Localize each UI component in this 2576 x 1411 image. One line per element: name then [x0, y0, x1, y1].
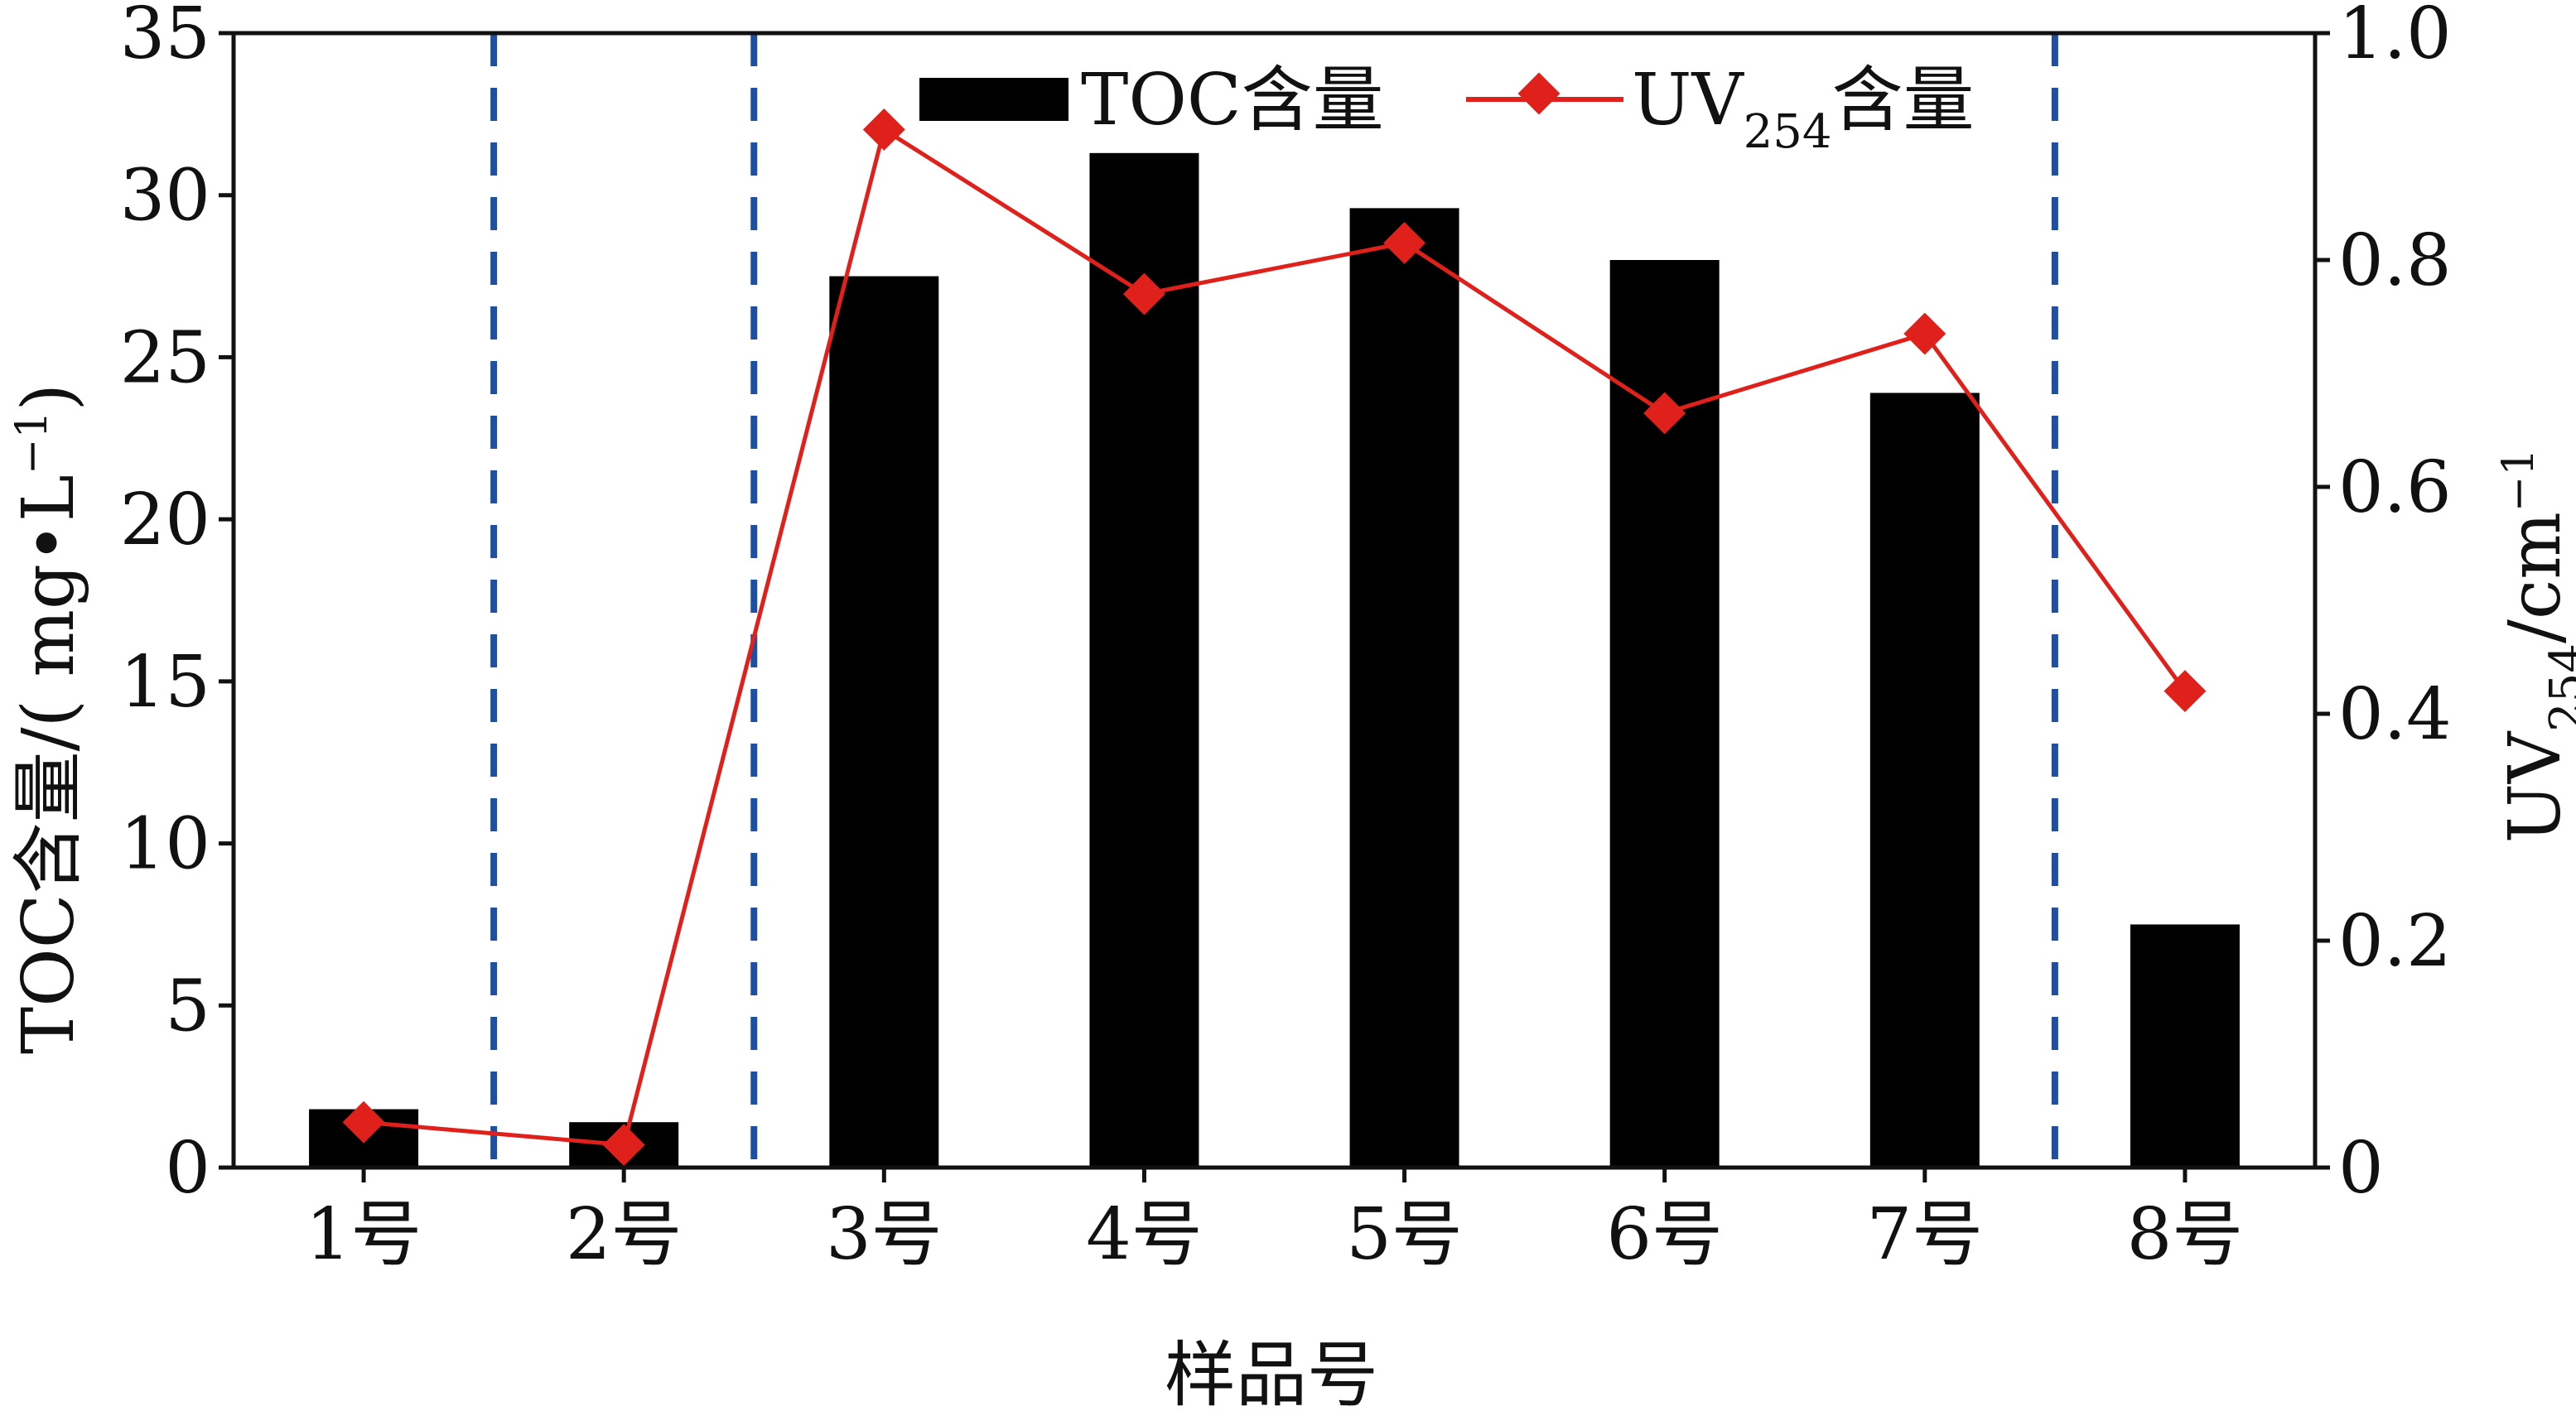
- y-axis-right-title: UV254/cm−1: [2494, 449, 2576, 844]
- uv254-point-3: [862, 108, 905, 151]
- y-right-tick-label-1.0: 1.0: [2338, 0, 2452, 75]
- x-tick-label-7: 7号: [1866, 1193, 1983, 1276]
- toc-bars: [309, 152, 2240, 1168]
- y-right-tick-label-0.6: 0.6: [2338, 446, 2452, 529]
- y-right-tick-label-0.8: 0.8: [2338, 219, 2452, 302]
- y-right-tick-label-0.2: 0.2: [2338, 900, 2452, 983]
- uv254-point-4: [1122, 272, 1165, 315]
- y-axis-left-title: TOC含量/( mg•L−1): [7, 383, 90, 1054]
- axis-ticks: 0 5 10 15 20 25 30 35 0 0.2 0.4 0.6 0.8 1.0 1号 2号 3号 4号 5号…: [120, 0, 2452, 1276]
- legend-line-marker: [1517, 72, 1561, 115]
- x-tick-label-5: 5号: [1346, 1193, 1463, 1276]
- uv254-point-1: [342, 1100, 385, 1144]
- legend: TOC含量 UV254含量: [919, 59, 1974, 159]
- y-left-tick-label-35: 35: [120, 0, 210, 75]
- uv254-point-5: [1383, 221, 1426, 264]
- x-axis-title: 样品号: [1165, 1334, 1378, 1411]
- y-right-tick-label-0: 0: [2338, 1127, 2384, 1210]
- uv254-point-7: [1903, 312, 1946, 355]
- x-tick-label-2: 2号: [566, 1193, 683, 1276]
- y-left-tick-label-30: 30: [120, 155, 210, 238]
- legend-bar-label: TOC含量: [1081, 59, 1384, 142]
- x-tick-label-1: 1号: [306, 1193, 422, 1276]
- y-left-tick-label-0: 0: [165, 1127, 210, 1210]
- toc-bar-3: [829, 276, 939, 1168]
- toc-bar-8: [2130, 924, 2240, 1168]
- y-left-tick-label-10: 10: [120, 803, 210, 886]
- legend-bar-swatch: [919, 78, 1069, 121]
- uv254-point-8: [2164, 670, 2207, 713]
- uv254-point-6: [1643, 392, 1686, 435]
- y-left-tick-label-5: 5: [165, 965, 210, 1047]
- legend-line-label: UV254含量: [1632, 59, 1974, 159]
- group-dividers: [490, 33, 2058, 1168]
- uv254-point-2: [602, 1124, 645, 1167]
- y-left-tick-label-25: 25: [120, 316, 210, 399]
- x-tick-label-4: 4号: [1086, 1193, 1203, 1276]
- toc-bar-7: [1869, 392, 1980, 1168]
- y-left-tick-label-20: 20: [120, 479, 210, 561]
- x-tick-label-3: 3号: [826, 1193, 943, 1276]
- x-tick-label-6: 6号: [1606, 1193, 1723, 1276]
- y-right-tick-label-0.4: 0.4: [2338, 673, 2452, 756]
- toc-bar-4: [1089, 152, 1199, 1168]
- toc-bar-5: [1349, 208, 1459, 1168]
- x-tick-label-8: 8号: [2127, 1193, 2244, 1276]
- y-left-tick-label-15: 15: [120, 641, 210, 724]
- axes: [231, 31, 2318, 1170]
- uv254-line: [363, 126, 2187, 1148]
